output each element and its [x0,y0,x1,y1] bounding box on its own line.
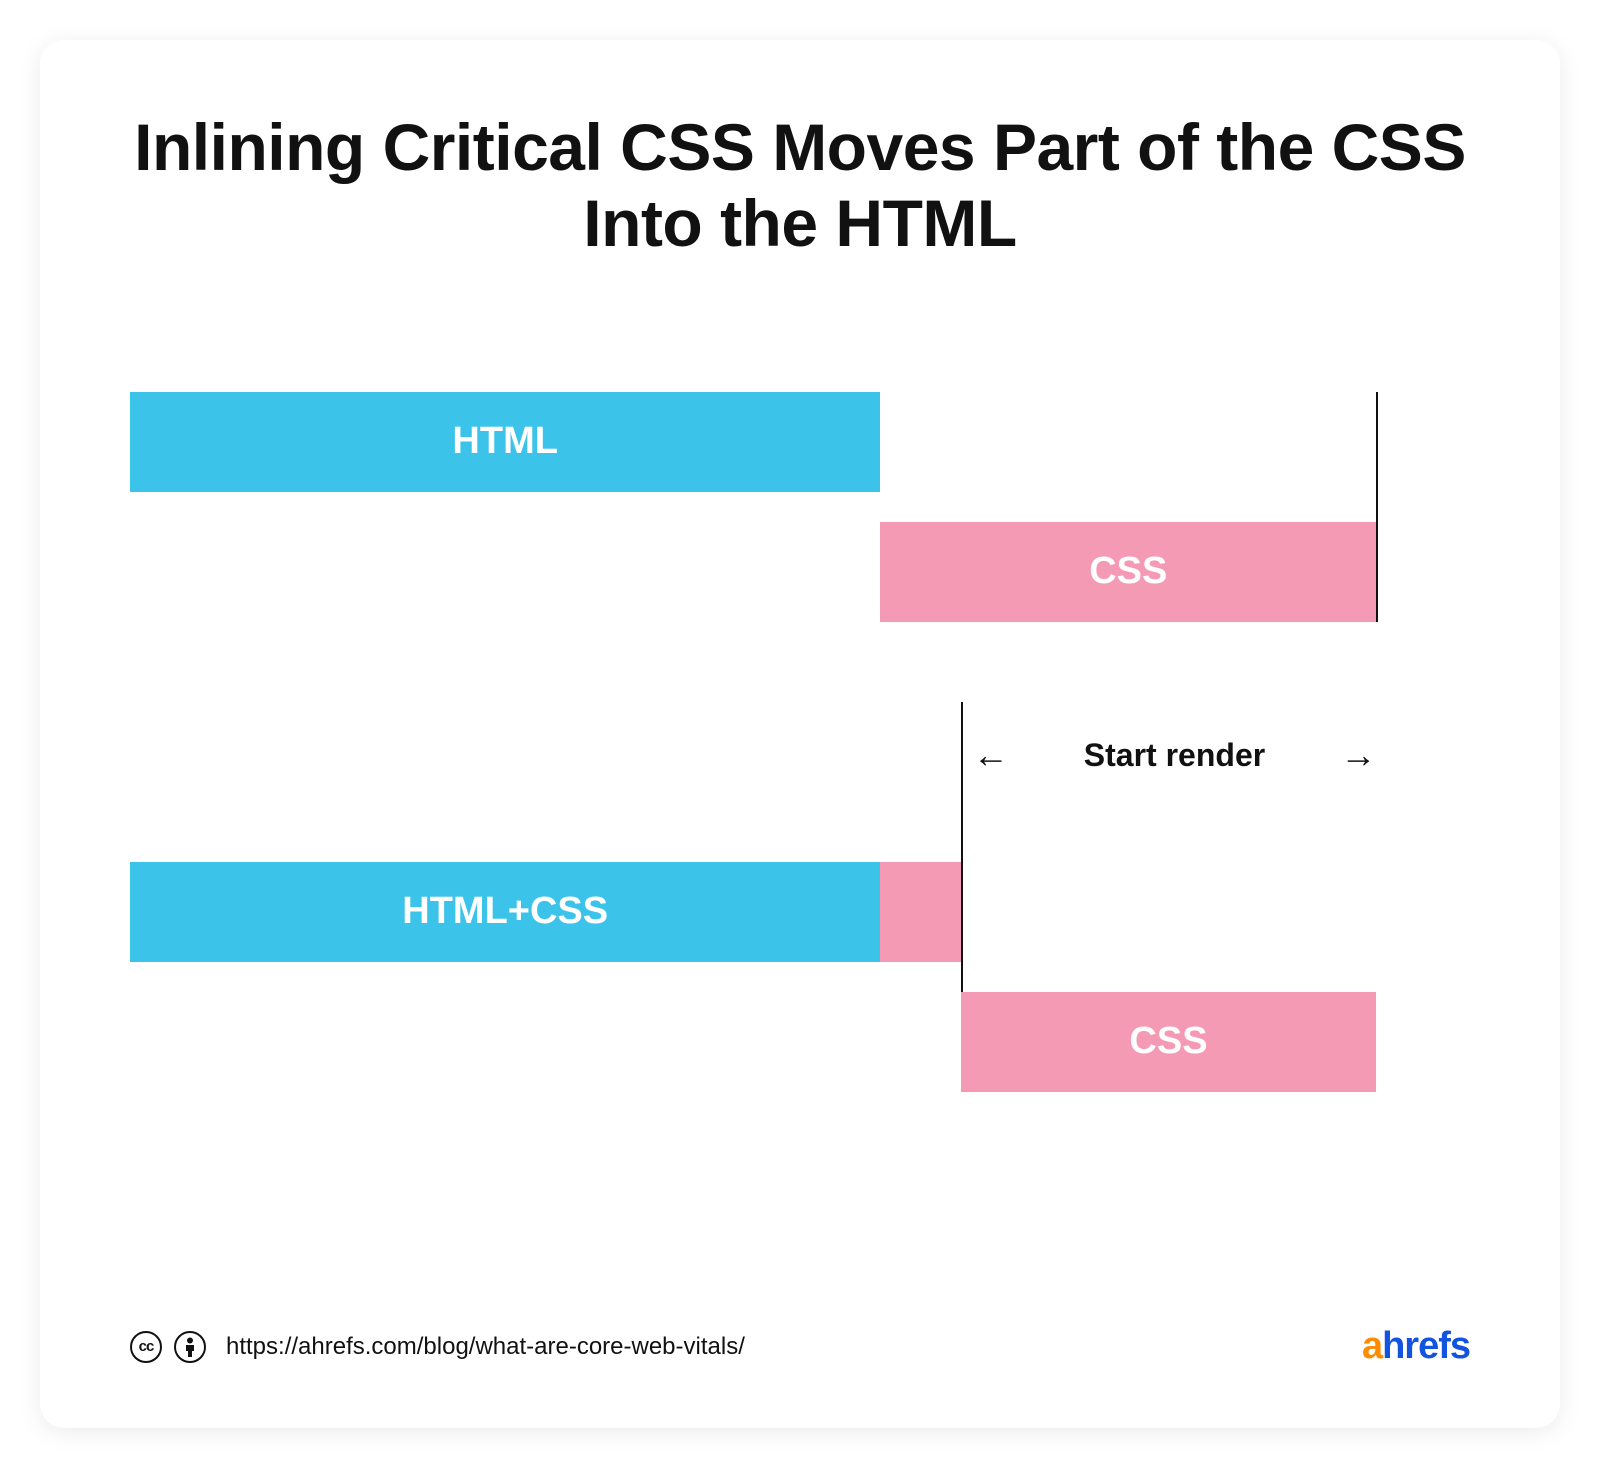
bar-html-label: HTML [452,420,558,463]
cc-license-icon: cc [130,1331,162,1363]
bar-html-css: HTML+CSS [130,862,880,962]
bar-css-1: CSS [880,522,1376,622]
bar-css-2-label: CSS [1129,1020,1207,1063]
arrow-left-icon: ← [973,737,1009,773]
source-url: https://ahrefs.com/blog/what-are-core-we… [226,1333,745,1361]
bar-html: HTML [130,392,880,492]
footer: cc https://ahrefs.com/blog/what-are-core… [130,1325,1470,1368]
start-render-label: Start render [1084,737,1265,774]
bar-inline-css [880,862,960,962]
bar-html-css-label: HTML+CSS [402,890,608,933]
logo-a: a [1362,1325,1382,1367]
page-title: Inlining Critical CSS Moves Part of the … [130,110,1470,262]
footer-attribution: cc https://ahrefs.com/blog/what-are-core… [130,1331,745,1363]
logo-rest: hrefs [1382,1325,1470,1367]
render-line-1 [1376,392,1378,622]
bar-css-2: CSS [961,992,1376,1092]
timeline-diagram: HTML CSS ← Start render → HTML+CSS CSS [130,392,1470,1112]
ahrefs-logo: ahrefs [1362,1325,1470,1368]
bar-css-1-label: CSS [1089,550,1167,593]
start-render-indicator: ← Start render → [961,737,1376,774]
by-license-icon [174,1331,206,1363]
arrow-right-icon: → [1340,737,1376,773]
infographic-card: Inlining Critical CSS Moves Part of the … [40,40,1560,1428]
